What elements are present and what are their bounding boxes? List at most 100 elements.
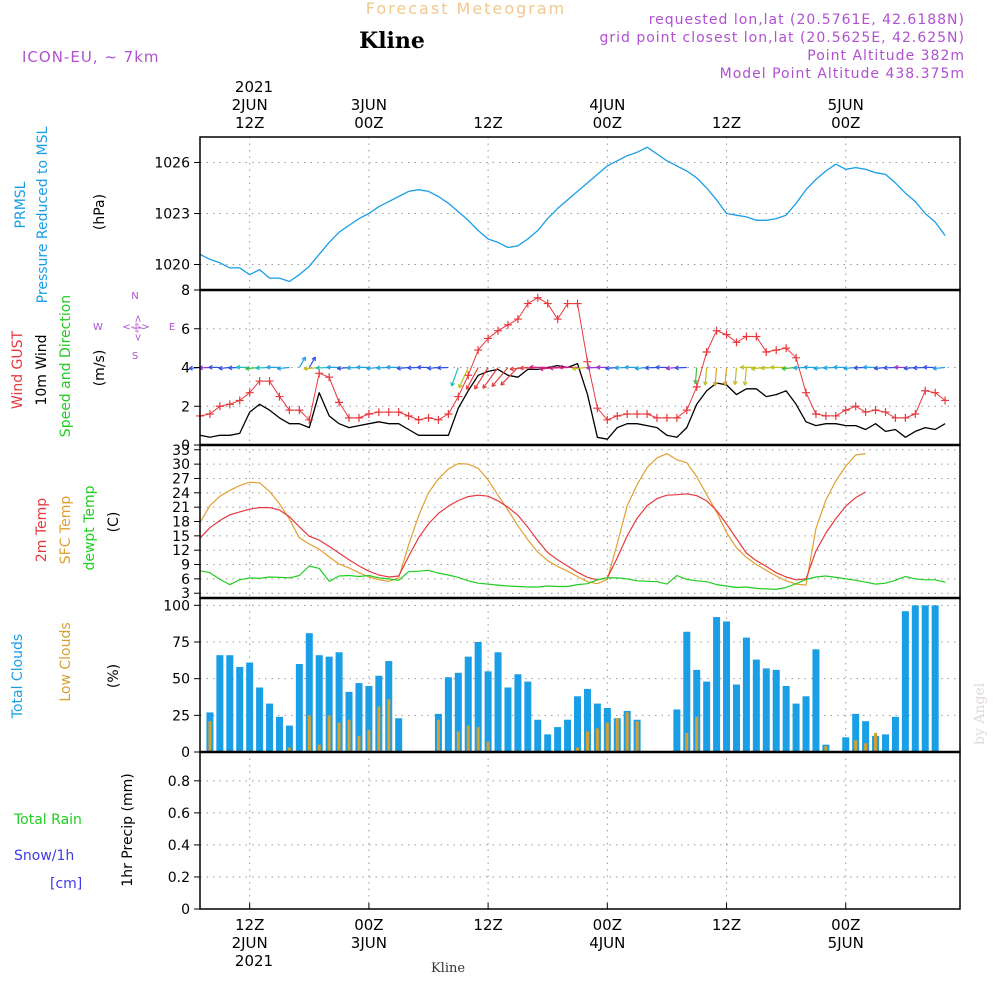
total-cloud-bar — [842, 737, 850, 752]
wind-direction-arrowhead — [208, 364, 213, 370]
wind-direction-arrowhead — [228, 365, 233, 371]
wind-gust-point — [752, 332, 761, 341]
wind-direction-arrow — [308, 356, 316, 368]
wind-direction-arrowhead — [605, 365, 610, 371]
wind-gust-point — [215, 402, 224, 411]
wind-gust-point — [434, 415, 443, 424]
total-cloud-bar — [792, 703, 800, 752]
wind-direction-arrowhead — [873, 365, 879, 371]
wind-gust-point — [255, 377, 264, 386]
wind-direction-arrowhead — [803, 364, 808, 370]
y-tick-label: 8 — [181, 283, 190, 299]
wind-direction-arrowhead — [760, 365, 765, 371]
wind-gust-point — [414, 415, 423, 424]
y-tick-label: 0.8 — [168, 774, 190, 790]
wind-direction-arrow — [694, 367, 698, 384]
low-cloud-bar — [864, 743, 868, 752]
temp-2m-line — [199, 491, 866, 581]
wind-gust-point — [404, 411, 413, 420]
low-cloud-bar — [327, 715, 331, 752]
low-cloud-bar — [615, 718, 619, 752]
wind-gust-point — [901, 413, 910, 422]
bottom-date-label: 2JUN — [232, 934, 268, 952]
wind-gust-point — [633, 410, 642, 418]
total-cloud-bar — [812, 649, 820, 752]
bottom-time-label: 00Z — [593, 916, 622, 934]
wind-gust-point — [702, 348, 711, 356]
wind-direction-arrow — [427, 366, 439, 370]
low-cloud-bar — [605, 722, 609, 752]
total-clouds-label: Total Clouds — [10, 634, 26, 719]
snow-label: Snow/1h — [14, 848, 74, 864]
total-cloud-bar — [315, 655, 323, 752]
wind-direction-arrowhead — [644, 365, 650, 371]
wind-direction-arrowhead — [923, 364, 928, 370]
wind-gust-point — [503, 320, 512, 329]
temp-unit: (C) — [106, 512, 122, 533]
total-cloud-bar — [732, 684, 740, 752]
total-cloud-bar — [504, 687, 512, 752]
wind-direction-arrowhead — [853, 365, 858, 371]
wind-dir-label: Speed and Direction — [58, 295, 74, 437]
wind-direction-arrowhead — [376, 365, 381, 371]
total-cloud-bar — [494, 652, 502, 752]
total-cloud-bar — [454, 672, 462, 752]
total-cloud-bar — [295, 664, 303, 752]
wind-direction-arrowhead — [491, 382, 496, 388]
wind-gust-point — [533, 293, 542, 302]
top-date-label: 5JUN — [828, 96, 864, 114]
total-cloud-bar — [782, 686, 790, 752]
low-clouds-label: Low Clouds — [58, 622, 74, 701]
wind-10m-label: 10m Wind — [34, 334, 50, 405]
total-cloud-bar — [514, 674, 522, 752]
location-title: Kline — [359, 28, 425, 54]
y-tick-label: 1026 — [154, 156, 190, 172]
wind-direction-arrowhead — [311, 356, 316, 362]
total-cloud-bar — [216, 655, 224, 752]
wind-direction-arrowhead — [674, 365, 679, 371]
wind-gust-point — [593, 404, 602, 413]
wind-direction-arrowhead — [813, 365, 818, 371]
y-tick-label: 15 — [172, 529, 190, 545]
wind-direction-arrowhead — [315, 365, 321, 371]
total-cloud-bar — [335, 652, 343, 752]
wind-gust-point — [831, 411, 840, 420]
top-time-label: 00Z — [831, 114, 860, 132]
low-cloud-bar — [357, 735, 361, 752]
low-cloud-bar — [824, 746, 828, 752]
y-tick-label: 0 — [181, 902, 190, 918]
wind-direction-arrow — [734, 367, 738, 385]
wind-gust-point — [941, 396, 950, 405]
top-time-label: 12Z — [235, 114, 264, 132]
wind-gust-point — [881, 408, 890, 417]
wind-direction-arrow — [500, 367, 519, 386]
total-cloud-bar — [564, 719, 572, 752]
low-cloud-bar — [456, 731, 460, 752]
wind-gust-point — [563, 299, 572, 308]
wind-gust-point — [235, 396, 244, 405]
snow-unit-label: [cm] — [50, 876, 82, 892]
low-cloud-bar — [436, 719, 440, 752]
bottom-time-label: 12Z — [235, 916, 264, 934]
data-layer — [188, 146, 950, 753]
wind-gust-point — [712, 326, 721, 335]
wind-direction-arrowhead — [634, 365, 640, 371]
total-cloud-bar — [762, 668, 770, 752]
wind-direction-arrowhead — [386, 364, 391, 370]
wind-direction-arrow — [450, 367, 459, 387]
wind-gust-point — [305, 415, 314, 424]
y-tick-label: 27 — [172, 471, 190, 487]
wind-direction-arrowhead — [235, 364, 241, 370]
wind-direction-arrowhead — [655, 364, 660, 370]
wind-gust-point — [931, 388, 940, 397]
low-cloud-bar — [307, 715, 311, 752]
low-cloud-bar — [576, 747, 580, 752]
wind-gust-point — [762, 348, 771, 356]
bottom-time-label: 00Z — [831, 916, 860, 934]
wind-direction-arrowhead — [437, 365, 442, 371]
wind-direction-arrowhead — [558, 364, 563, 370]
wind-direction-arrowhead — [474, 385, 479, 390]
wind-gust-point — [811, 410, 820, 418]
compass-east: E — [169, 322, 175, 333]
low-cloud-bar — [208, 721, 212, 752]
